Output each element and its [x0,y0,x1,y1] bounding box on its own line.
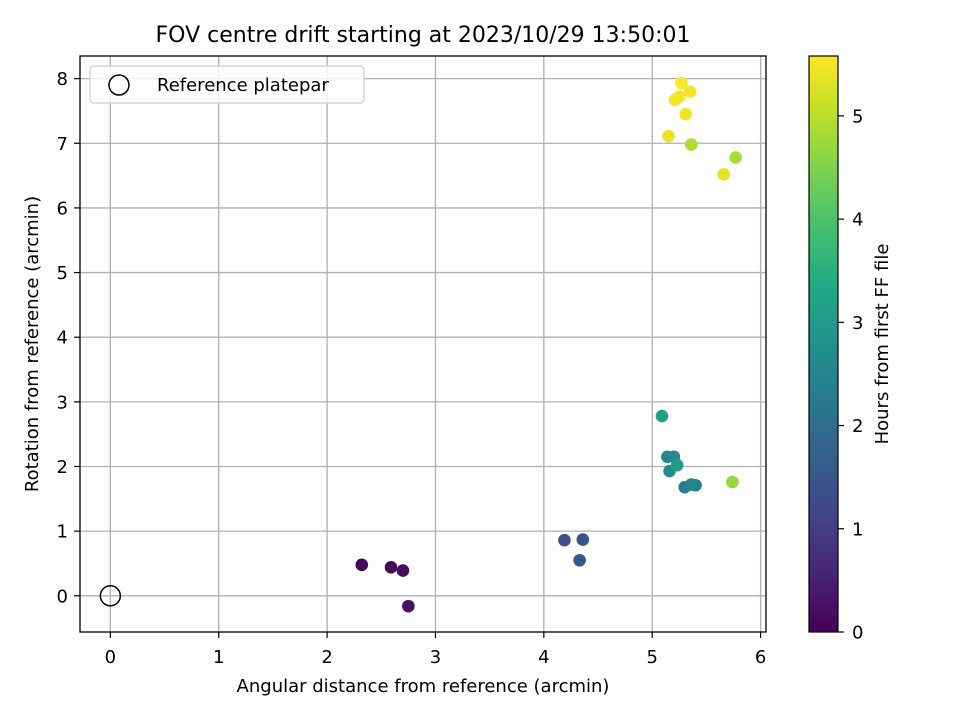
colorbar-label: Hours from first FF file [872,244,893,445]
x-tick-label: 5 [646,647,657,668]
y-tick-label: 7 [57,134,68,155]
data-point [717,168,731,181]
scatter-series [355,76,742,613]
plot-frame [79,55,767,633]
reference-point-marker [99,585,122,607]
x-axis: 0 1 2 3 4 5 6 [105,632,766,668]
data-point [683,85,697,98]
legend-marker-reference [108,74,130,96]
data-point [675,76,688,90]
data-point [673,90,686,104]
x-tick-label: 2 [321,647,332,668]
data-point [670,458,684,472]
x-tick-label: 1 [213,647,224,668]
chart-title: FOV centre drift starting at 2023/10/29 … [156,23,691,48]
data-point [402,599,415,613]
x-tick-label: 0 [105,647,116,668]
data-point [679,107,693,121]
data-point [558,533,571,547]
legend: Reference platepar [89,65,365,104]
data-point [655,409,669,423]
x-tick-label: 3 [430,647,441,668]
grid [80,56,766,632]
colorbar-tick-label: 5 [852,106,863,127]
colorbar-tick-label: 0 [852,623,863,644]
data-point [355,558,369,572]
y-tick-label: 1 [57,522,68,543]
y-tick-label: 6 [57,198,68,219]
y-tick-label: 5 [57,263,68,284]
data-point [384,561,398,574]
x-tick-label: 6 [755,647,766,668]
y-tick-label: 0 [57,586,68,607]
data-point [684,138,698,151]
data-point [726,475,739,489]
x-tick-label: 4 [538,647,549,668]
colorbar [809,56,838,632]
legend-label-reference: Reference platepar [157,75,329,96]
y-axis: 0 1 2 3 4 5 6 7 8 [57,69,80,607]
colorbar-tick-label: 2 [852,416,863,437]
reference-series [99,585,122,607]
colorbar-tick-label: 1 [852,519,863,540]
x-axis-label: Angular distance from reference (arcmin) [237,676,610,697]
colorbar-frame [808,55,839,633]
data-point [573,553,586,567]
y-tick-label: 3 [57,392,68,413]
y-tick-label: 2 [57,457,68,478]
data-point [576,533,590,546]
y-tick-label: 4 [57,328,68,349]
y-tick-label: 8 [57,69,68,90]
data-point [396,564,410,577]
data-point [684,478,698,491]
data-point [729,151,742,164]
colorbar-axis: 0 1 2 3 4 5 [838,106,863,644]
data-point [662,129,675,143]
legend-box [89,65,365,104]
colorbar-tick-label: 4 [852,210,863,231]
y-axis-label: Rotation from reference (arcmin) [22,196,43,492]
colorbar-tick-label: 3 [852,313,863,334]
